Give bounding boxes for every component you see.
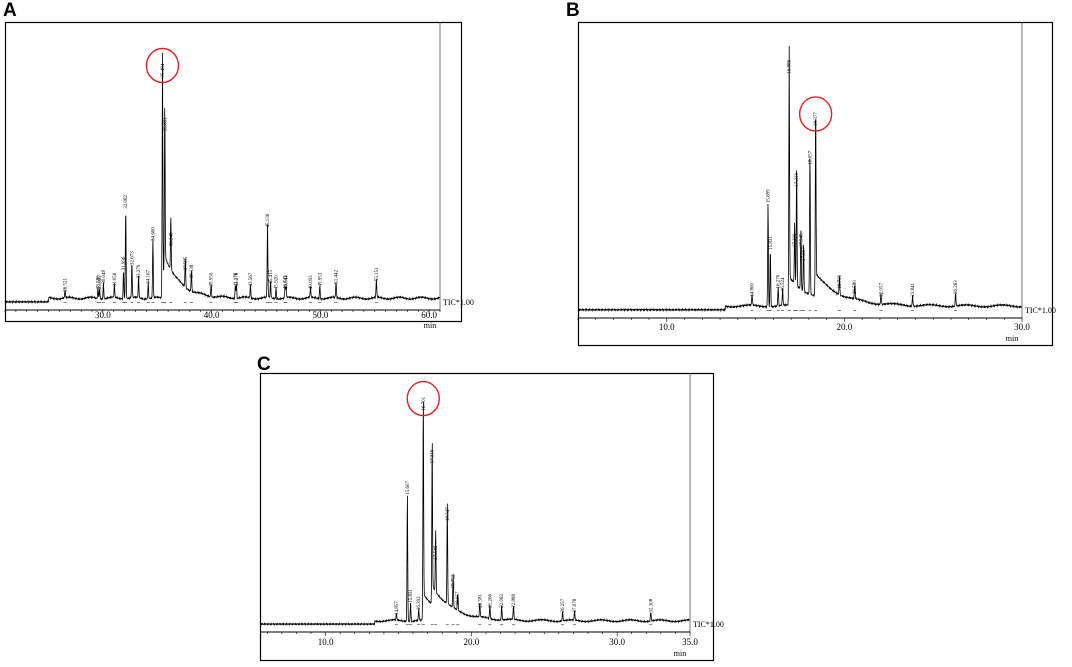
x-tick-label-a: 30.0	[95, 310, 111, 320]
peak-label: 36.248	[169, 232, 174, 246]
chart-panel-b: 10.0 20.0 30.0 min TIC*1.00 14.800 15.699 15.83…	[577, 21, 1056, 347]
peak-label: 16.701	[422, 396, 427, 410]
peak-label: 22.082	[500, 593, 505, 607]
panel-letter-b: B	[566, 0, 580, 21]
peak-label: 17.310	[431, 449, 436, 463]
peak-label: 45.415	[269, 270, 274, 284]
peak-label: 42.278	[235, 272, 240, 286]
x-tick-label-b: 20.0	[837, 322, 853, 332]
x-tick-label-c: 35.0	[682, 637, 698, 647]
peak-label: 30.048	[102, 270, 107, 284]
peak-label: 49.093	[309, 275, 314, 289]
peak-label: 42.178	[234, 272, 239, 286]
peak-label: 14.857	[395, 601, 400, 615]
x-unit-label-b: min	[1006, 334, 1018, 343]
peak-label: 29.665	[98, 275, 103, 289]
peak-label: 23.841	[911, 283, 916, 297]
tic-trace-b	[577, 45, 1023, 313]
x-tick-label-c: 10.0	[318, 637, 334, 647]
peak-label: 46.745	[284, 275, 289, 289]
peak-label: 15.831	[769, 236, 774, 250]
peak-label: 18.057	[808, 150, 813, 164]
panel-frame-a	[4, 21, 463, 323]
peak-label: 39.950	[210, 272, 215, 286]
peak-label: 15.699	[767, 189, 772, 203]
tic-trace-a	[4, 52, 441, 305]
peak-label: 18.347	[446, 507, 451, 521]
peak-label: 31.996	[122, 256, 127, 270]
peak-label: 16.392	[417, 596, 422, 610]
peak-label: 49.953	[318, 272, 323, 286]
peak-label: 46.844	[285, 275, 290, 289]
x-tick-label-b: 10.0	[659, 322, 675, 332]
peak-label: 19.720	[838, 274, 843, 288]
peak-label: 18.377	[814, 112, 819, 126]
peak-label: 19.057	[456, 591, 461, 605]
panel-frame-c	[259, 372, 715, 662]
peak-label: 16.270	[777, 274, 782, 288]
peak-label: 38.138	[190, 264, 195, 278]
highlight-circle-c	[406, 380, 440, 417]
peak-label: 55.151	[375, 267, 380, 281]
panel-letter-c: C	[257, 354, 271, 375]
peak-label: 17.310	[795, 172, 800, 186]
peak-label: 32.308	[649, 598, 654, 612]
peak-label: 29.580	[97, 275, 102, 289]
peak-label: 21.266	[488, 593, 493, 607]
peak-label: 22.057	[880, 283, 885, 297]
peak-label: 35.691	[163, 117, 168, 131]
x-unit-label-c: min	[674, 649, 686, 658]
highlight-circle-a	[145, 47, 180, 84]
peak-label: 35.484	[161, 63, 166, 77]
peak-label: 22.888	[512, 593, 517, 607]
peak-label: 34.167	[147, 270, 152, 284]
peak-label: 17.200	[793, 233, 798, 247]
x-tick-label-a: 50.0	[313, 310, 329, 320]
peak-label: 18.752	[452, 574, 457, 588]
peak-label: 45.136	[266, 213, 271, 227]
trace-label-a: TIC*1.00	[443, 298, 474, 307]
peak-label: 15.607	[406, 480, 411, 494]
peak-label: 27.078	[573, 598, 578, 612]
x-tick-label-a: 40.0	[204, 310, 220, 320]
tic-trace-c	[259, 401, 691, 627]
peak-label: 17.549	[434, 545, 439, 559]
highlight-circle-b	[798, 96, 833, 132]
peak-label: 34.600	[151, 227, 156, 241]
peak-label: 31.056	[113, 272, 118, 286]
peak-label: 17.549	[799, 233, 804, 247]
peak-label: 45.920	[275, 275, 280, 289]
peak-label: 26.263	[954, 280, 959, 294]
x-tick-label-c: 30.0	[609, 637, 625, 647]
trace-label-c: TIC*1.00	[693, 620, 724, 629]
peak-label: 33.279	[137, 264, 142, 278]
peak-label: 32.673	[130, 251, 135, 265]
peak-label: 20.581	[478, 593, 483, 607]
peak-label: 16.886	[788, 59, 793, 73]
peak-label: 37.585	[184, 256, 189, 270]
chart-panel-c: 10.0 20.0 30.0 35.0 min TIC*1.00 14.857 15.607 1…	[259, 372, 724, 662]
peak-label: 16.524	[781, 277, 786, 291]
peak-label: 14.800	[751, 283, 756, 297]
x-tick-label-a: 60.0	[421, 310, 437, 320]
peak-label: 26.521	[64, 278, 69, 292]
peak-label: 20.580	[853, 280, 858, 294]
x-unit-label-a: min	[424, 321, 436, 330]
peak-label: 15.831	[409, 589, 414, 603]
x-tick-label-c: 20.0	[463, 637, 479, 647]
peak-label: 32.082	[124, 195, 129, 209]
peak-label: 17.697	[802, 247, 807, 261]
trace-label-b: TIC*1.00	[1025, 306, 1056, 315]
panel-letter-a: A	[3, 0, 17, 21]
peak-label: 26.257	[561, 598, 566, 612]
peak-label: 51.442	[335, 270, 340, 284]
peak-label: 43.567	[249, 272, 254, 286]
x-tick-label-b: 30.0	[1014, 322, 1030, 332]
panel-frame-b	[577, 21, 1054, 347]
